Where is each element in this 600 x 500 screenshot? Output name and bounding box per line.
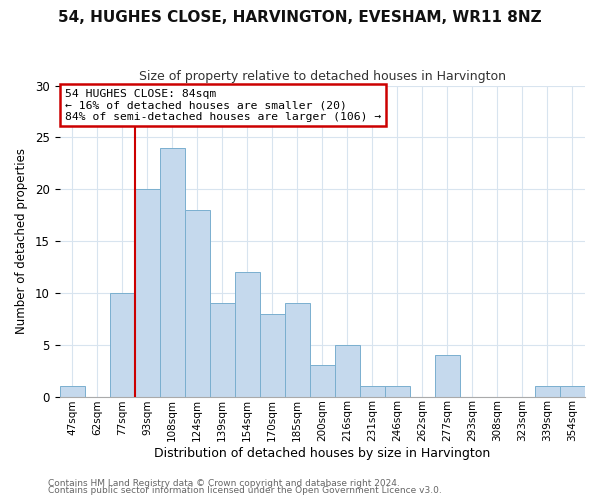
Bar (235, 272, 260, 396)
Text: 54 HUGHES CLOSE: 84sqm
← 16% of detached houses are smaller (20)
84% of semi-det: 54 HUGHES CLOSE: 84sqm ← 16% of detached… (65, 88, 381, 122)
Y-axis label: Number of detached properties: Number of detached properties (15, 148, 28, 334)
X-axis label: Distribution of detached houses by size in Harvington: Distribution of detached houses by size … (154, 447, 490, 460)
Bar (160, 148, 185, 396)
Text: Contains public sector information licensed under the Open Government Licence v3: Contains public sector information licen… (48, 486, 442, 495)
Bar (134, 189, 160, 396)
Bar (560, 386, 585, 396)
Bar (260, 314, 285, 396)
Title: Size of property relative to detached houses in Harvington: Size of property relative to detached ho… (139, 70, 506, 83)
Bar (335, 344, 360, 397)
Bar (285, 303, 310, 396)
Bar (360, 386, 385, 396)
Bar (209, 303, 235, 396)
Bar (110, 293, 134, 397)
Bar (310, 366, 335, 396)
Text: Contains HM Land Registry data © Crown copyright and database right 2024.: Contains HM Land Registry data © Crown c… (48, 478, 400, 488)
Text: 54, HUGHES CLOSE, HARVINGTON, EVESHAM, WR11 8NZ: 54, HUGHES CLOSE, HARVINGTON, EVESHAM, W… (58, 10, 542, 25)
Bar (435, 355, 460, 397)
Bar (185, 210, 209, 396)
Bar (59, 386, 85, 396)
Bar (385, 386, 410, 396)
Bar (535, 386, 560, 396)
